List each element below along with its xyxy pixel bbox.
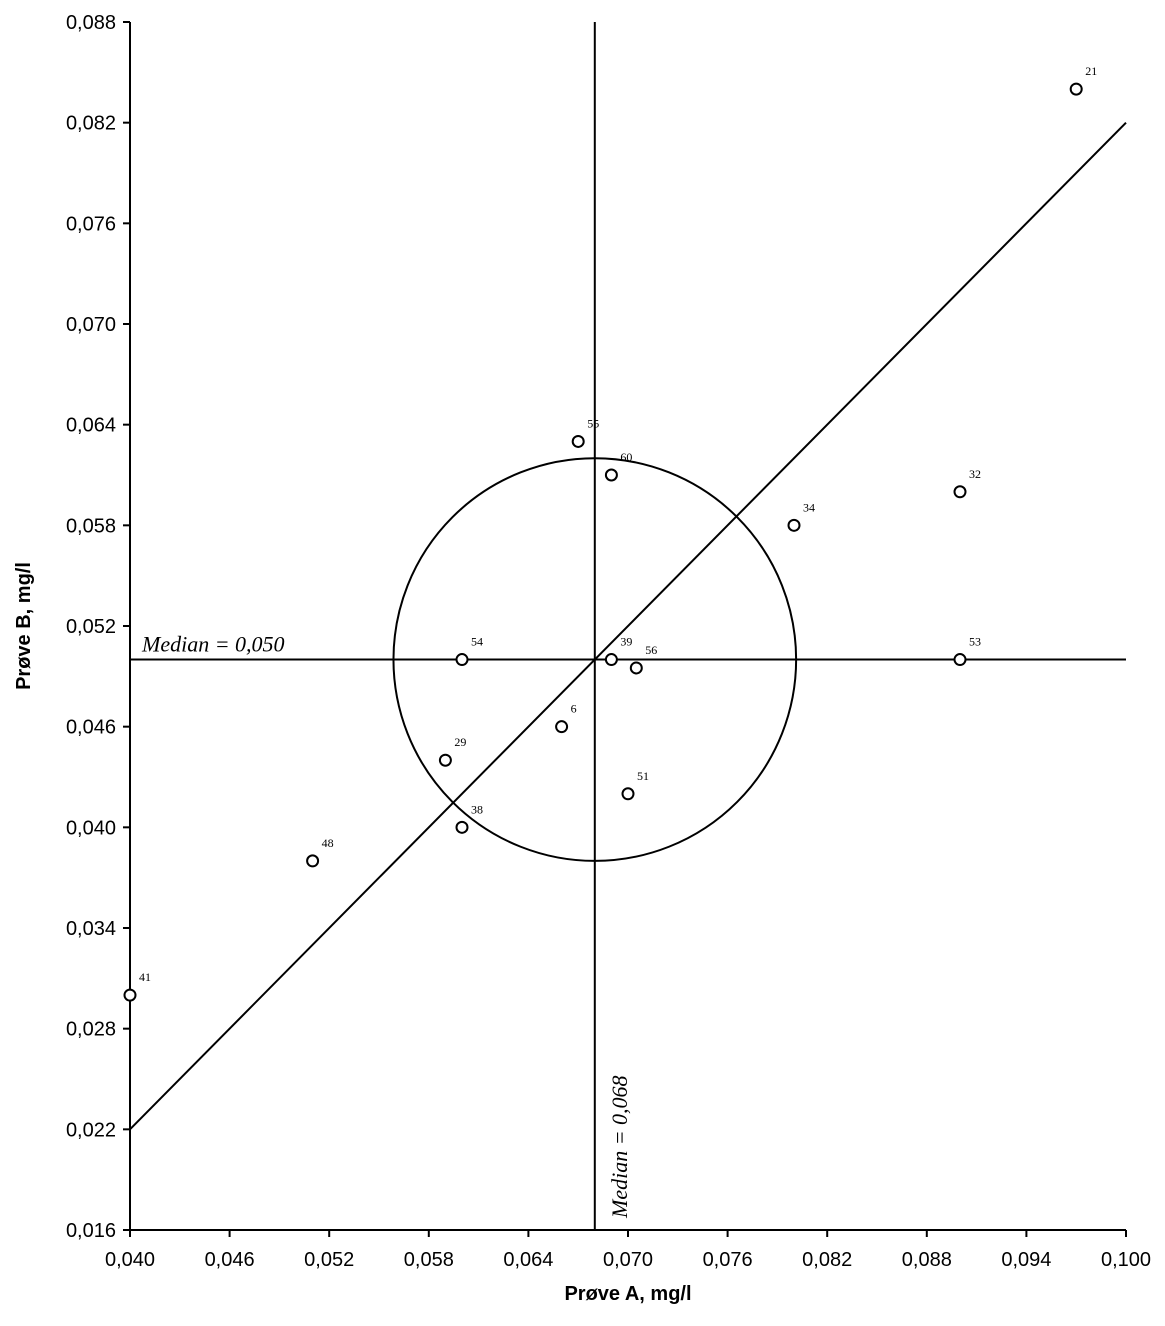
data-point-label: 51 bbox=[637, 769, 649, 783]
tolerance-circle bbox=[392, 457, 798, 862]
y-tick-label: 0,034 bbox=[66, 918, 116, 940]
data-point bbox=[787, 518, 801, 532]
labels: 21 32 34 55 60 54 39 56 53 6 29 51 38 48 41 bbox=[139, 64, 1097, 984]
reference-lines bbox=[129, 22, 1127, 1230]
axes: 0,040 0,046 0,052 0,058 0,064 0,070 0,076 0,082… bbox=[66, 12, 1151, 1271]
y-tick-label: 0,070 bbox=[66, 314, 116, 336]
y-tick-label: 0,016 bbox=[66, 1220, 116, 1242]
data-point-label: 38 bbox=[471, 802, 483, 816]
data-point bbox=[306, 854, 320, 868]
x-tick-label: 0,076 bbox=[703, 1249, 753, 1271]
data-point bbox=[123, 988, 137, 1002]
y-tick-label: 0,058 bbox=[66, 515, 116, 537]
data-point bbox=[555, 720, 569, 734]
x-tick-label: 0,100 bbox=[1101, 1249, 1151, 1271]
data-point bbox=[1069, 82, 1083, 96]
data-point-label: 56 bbox=[645, 643, 657, 657]
y-tick-label: 0,088 bbox=[66, 12, 116, 34]
data-points bbox=[123, 82, 1083, 1002]
data-point bbox=[604, 653, 618, 667]
x-axis-title: Prøve A, mg/l bbox=[564, 1283, 691, 1305]
data-point-label: 34 bbox=[803, 500, 815, 514]
x-tick-label: 0,094 bbox=[1001, 1249, 1051, 1271]
data-point-label: 21 bbox=[1085, 64, 1097, 78]
data-point bbox=[571, 434, 585, 448]
y-axis-title: Prøve B, mg/l bbox=[13, 562, 35, 690]
median-y-label: Median = 0,050 bbox=[141, 632, 285, 657]
y-tick-label: 0,076 bbox=[66, 213, 116, 235]
diagonal-line bbox=[129, 121, 1127, 1131]
data-point-label: 60 bbox=[620, 450, 632, 464]
y-tick-label: 0,064 bbox=[66, 415, 116, 437]
data-point bbox=[621, 787, 635, 801]
data-point-label: 6 bbox=[571, 702, 577, 716]
data-point bbox=[455, 820, 469, 834]
y-tick-label: 0,082 bbox=[66, 113, 116, 135]
data-point-label: 29 bbox=[454, 735, 466, 749]
data-point bbox=[953, 653, 967, 667]
x-tick-label: 0,058 bbox=[404, 1249, 454, 1271]
x-tick-label: 0,040 bbox=[105, 1249, 155, 1271]
data-point-label: 48 bbox=[322, 836, 334, 850]
x-tick-label: 0,082 bbox=[802, 1249, 852, 1271]
data-point-label: 53 bbox=[969, 635, 981, 649]
x-tick-label: 0,046 bbox=[205, 1249, 255, 1271]
data-point bbox=[604, 468, 618, 482]
y-tick-label: 0,052 bbox=[66, 616, 116, 638]
data-point-label: 41 bbox=[139, 970, 151, 984]
x-tick-label: 0,070 bbox=[603, 1249, 653, 1271]
x-tick-label: 0,064 bbox=[503, 1249, 553, 1271]
x-tick-label: 0,052 bbox=[304, 1249, 354, 1271]
y-tick-label: 0,040 bbox=[66, 817, 116, 839]
x-tick-label: 0,088 bbox=[902, 1249, 952, 1271]
data-point-label: 54 bbox=[471, 635, 483, 649]
y-tick-label: 0,022 bbox=[66, 1119, 116, 1141]
data-point-label: 32 bbox=[969, 467, 981, 481]
data-point bbox=[438, 753, 452, 767]
data-point bbox=[629, 661, 643, 675]
median-x-label: Median = 0,068 bbox=[607, 1075, 632, 1219]
y-tick-label: 0,028 bbox=[66, 1019, 116, 1041]
data-point-label: 39 bbox=[620, 635, 632, 649]
data-point bbox=[953, 485, 967, 499]
y-tick-label: 0,046 bbox=[66, 717, 116, 739]
data-point bbox=[455, 653, 469, 667]
data-point-label: 55 bbox=[587, 416, 599, 430]
